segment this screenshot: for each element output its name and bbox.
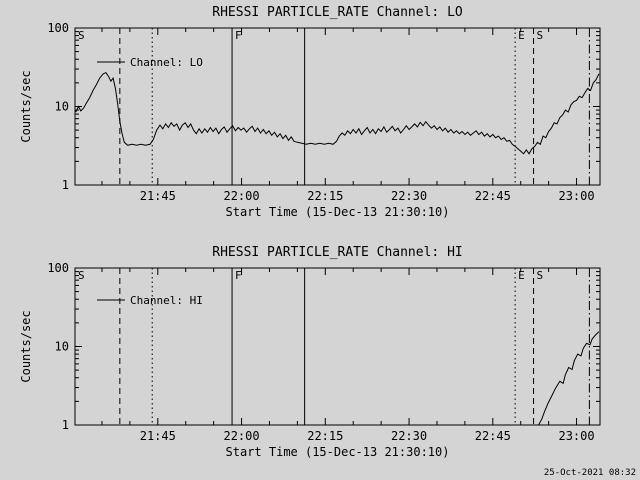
panel-lo: RHESSI PARTICLE_RATE Channel: LO Start Ti… <box>19 5 601 219</box>
x-axis-label: Start Time (15-Dec-13 21:30:10) <box>226 445 450 459</box>
x-tick-label: 21:45 <box>140 429 176 443</box>
creation-timestamp: 25-Oct-2021 08:32 <box>543 468 636 478</box>
plot-frame <box>74 27 601 186</box>
event-label: F <box>235 29 242 42</box>
legend-label: Channel: LO <box>130 56 203 69</box>
x-tick-label: 23:00 <box>558 429 594 443</box>
event-label: S <box>537 29 544 42</box>
x-tick-label: 23:00 <box>558 189 594 203</box>
y-tick-label: 10 <box>55 100 69 114</box>
panel-hi: RHESSI PARTICLE_RATE Channel: HI Start Ti… <box>19 245 601 459</box>
x-tick-label: 22:00 <box>223 189 259 203</box>
event-label: S <box>78 29 85 42</box>
event-label: E <box>518 269 525 282</box>
series-line-hi <box>538 331 600 425</box>
y-tick-label: 1 <box>62 418 69 432</box>
y-axis-label: Counts/sec <box>19 310 33 382</box>
series-line-lo <box>75 71 600 155</box>
panel-hi-title: RHESSI PARTICLE_RATE Channel: HI <box>212 245 462 260</box>
x-tick-label: 22:15 <box>307 189 343 203</box>
x-tick-label: 22:30 <box>391 189 427 203</box>
y-tick-label: 100 <box>47 261 69 275</box>
legend-label: Channel: HI <box>130 294 203 307</box>
y-tick-label: 10 <box>55 340 69 354</box>
x-tick-label: 22:30 <box>391 429 427 443</box>
x-tick-label: 22:45 <box>475 189 511 203</box>
x-tick-label: 21:45 <box>140 189 176 203</box>
panel-lo-title: RHESSI PARTICLE_RATE Channel: LO <box>212 5 463 20</box>
x-tick-label: 22:45 <box>475 429 511 443</box>
y-axis-label: Counts/sec <box>19 70 33 142</box>
x-tick-label: 22:15 <box>307 429 343 443</box>
event-label: S <box>537 269 544 282</box>
event-label: F <box>235 269 242 282</box>
y-tick-label: 100 <box>47 21 69 35</box>
x-tick-label: 22:00 <box>223 429 259 443</box>
y-tick-label: 1 <box>62 178 69 192</box>
event-label: E <box>518 29 525 42</box>
plot-frame <box>74 267 601 426</box>
event-label: S <box>78 269 85 282</box>
x-axis-label: Start Time (15-Dec-13 21:30:10) <box>226 205 450 219</box>
